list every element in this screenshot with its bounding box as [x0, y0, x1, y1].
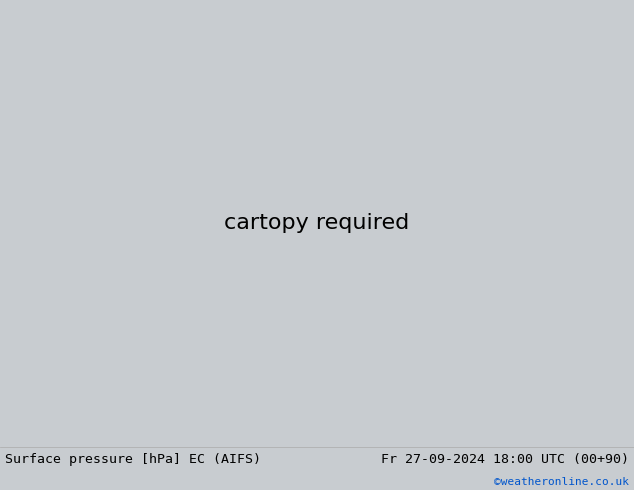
Text: ©weatheronline.co.uk: ©weatheronline.co.uk: [494, 477, 629, 487]
Text: Surface pressure [hPa] EC (AIFS): Surface pressure [hPa] EC (AIFS): [5, 453, 261, 466]
Text: Fr 27-09-2024 18:00 UTC (00+90): Fr 27-09-2024 18:00 UTC (00+90): [381, 453, 629, 466]
Text: cartopy required: cartopy required: [224, 213, 410, 233]
